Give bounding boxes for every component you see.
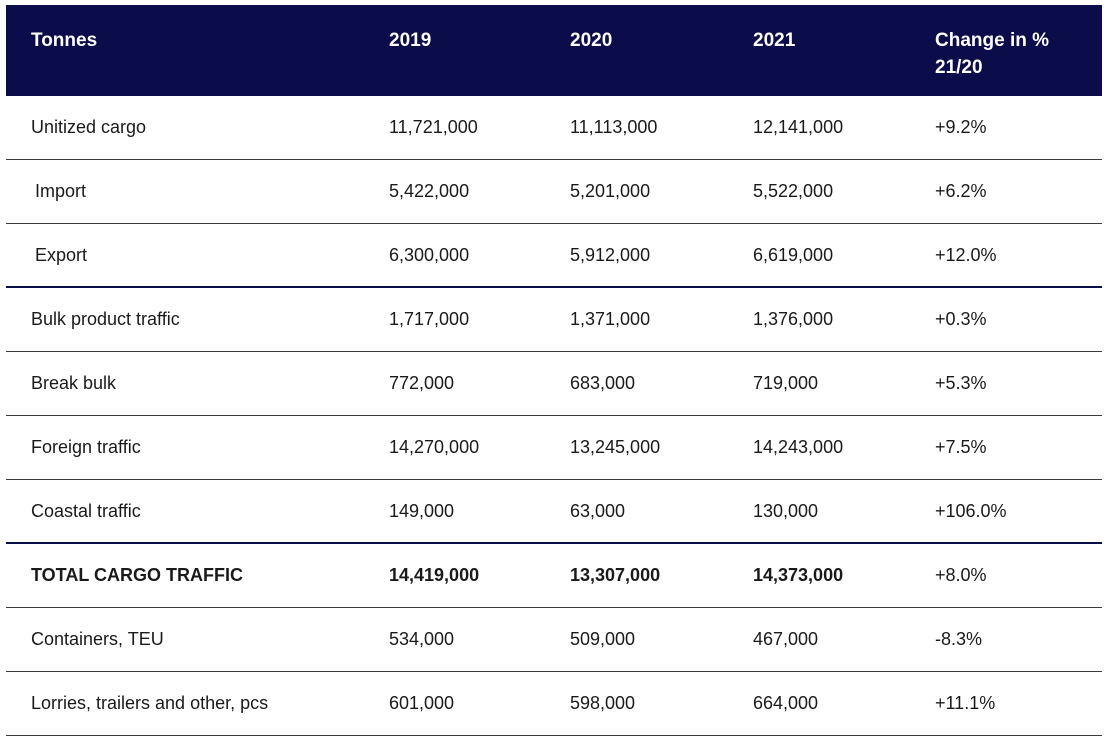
value-change: +11.1% <box>935 693 996 713</box>
value-2019: 772,000 <box>389 373 455 393</box>
value-2021: 719,000 <box>753 373 819 393</box>
value-change: -8.3% <box>935 629 983 649</box>
value-2020: 683,000 <box>570 373 636 393</box>
header-2020: 2020 <box>570 30 613 51</box>
value-2020: 5,201,000 <box>570 181 651 201</box>
value-2021: 14,373,000 <box>753 565 844 585</box>
row-label: Export <box>35 245 88 265</box>
value-2019: 14,419,000 <box>389 565 480 585</box>
table-row-foreign-traffic: Foreign traffic 14,270,000 13,245,000 14… <box>6 416 1102 480</box>
value-2021: 6,619,000 <box>753 245 834 265</box>
header-2021: 2021 <box>753 30 796 51</box>
value-2019: 149,000 <box>389 501 455 521</box>
value-2021: 664,000 <box>753 693 819 713</box>
value-2021: 5,522,000 <box>753 181 834 201</box>
value-change: +7.5% <box>935 437 987 457</box>
table-row-containers-teu: Containers, TEU 534,000 509,000 467,000 … <box>6 608 1102 672</box>
value-2020: 13,307,000 <box>570 565 661 585</box>
row-label: Import <box>35 181 87 201</box>
value-change: +12.0% <box>935 245 997 265</box>
value-2020: 509,000 <box>570 629 636 649</box>
value-2019: 14,270,000 <box>389 437 480 457</box>
table-row-coastal-traffic: Coastal traffic 149,000 63,000 130,000 +… <box>6 480 1102 544</box>
value-2021: 14,243,000 <box>753 437 844 457</box>
row-label: Bulk product traffic <box>31 309 180 329</box>
value-2019: 6,300,000 <box>389 245 470 265</box>
value-2019: 11,721,000 <box>389 117 478 137</box>
value-2021: 467,000 <box>753 629 819 649</box>
row-label: TOTAL CARGO TRAFFIC <box>31 565 243 585</box>
table-row-import: Import 5,422,000 5,201,000 5,522,000 +6.… <box>6 160 1102 224</box>
row-label: Lorries, trailers and other, pcs <box>31 693 269 713</box>
value-2020: 598,000 <box>570 693 636 713</box>
row-label: Containers, TEU <box>31 629 164 649</box>
value-change: +9.2% <box>935 117 987 137</box>
cargo-traffic-table: Tonnes 2019 2020 2021 Change in % 21/20 … <box>6 5 1102 736</box>
value-2019: 601,000 <box>389 693 455 713</box>
value-change: +8.0% <box>935 565 987 585</box>
header-tonnes: Tonnes <box>31 30 98 51</box>
value-2020: 5,912,000 <box>570 245 651 265</box>
value-2021: 130,000 <box>753 501 819 521</box>
value-2019: 5,422,000 <box>389 181 470 201</box>
table-row-unitized-cargo: Unitized cargo 11,721,000 11,113,000 12,… <box>6 96 1102 160</box>
row-label: Unitized cargo <box>31 117 147 137</box>
row-label: Foreign traffic <box>31 437 141 457</box>
value-2020: 11,113,000 <box>570 117 658 137</box>
table-header: Tonnes 2019 2020 2021 Change in % 21/20 <box>6 5 1102 96</box>
table-row-break-bulk: Break bulk 772,000 683,000 719,000 +5.3% <box>6 352 1102 416</box>
value-2021: 12,141,000 <box>753 117 844 137</box>
value-change: +5.3% <box>935 373 987 393</box>
value-2021: 1,376,000 <box>753 309 834 329</box>
table-row-total-cargo-traffic: TOTAL CARGO TRAFFIC 14,419,000 13,307,00… <box>6 544 1102 608</box>
row-label: Coastal traffic <box>31 501 141 521</box>
value-change: +0.3% <box>935 309 987 329</box>
table-row-lorries-trailers: Lorries, trailers and other, pcs 601,000… <box>6 672 1102 736</box>
header-change: Change in % 21/20 <box>935 30 1050 78</box>
table-row-export: Export 6,300,000 5,912,000 6,619,000 +12… <box>6 224 1102 288</box>
value-2020: 13,245,000 <box>570 437 661 457</box>
value-change: +106.0% <box>935 501 1007 521</box>
value-2020: 1,371,000 <box>570 309 651 329</box>
value-2019: 1,717,000 <box>389 309 470 329</box>
row-label: Break bulk <box>31 373 117 393</box>
table-row-bulk-product-traffic: Bulk product traffic 1,717,000 1,371,000… <box>6 288 1102 352</box>
value-2020: 63,000 <box>570 501 626 521</box>
value-change: +6.2% <box>935 181 987 201</box>
value-2019: 534,000 <box>389 629 455 649</box>
header-2019: 2019 <box>389 30 432 51</box>
